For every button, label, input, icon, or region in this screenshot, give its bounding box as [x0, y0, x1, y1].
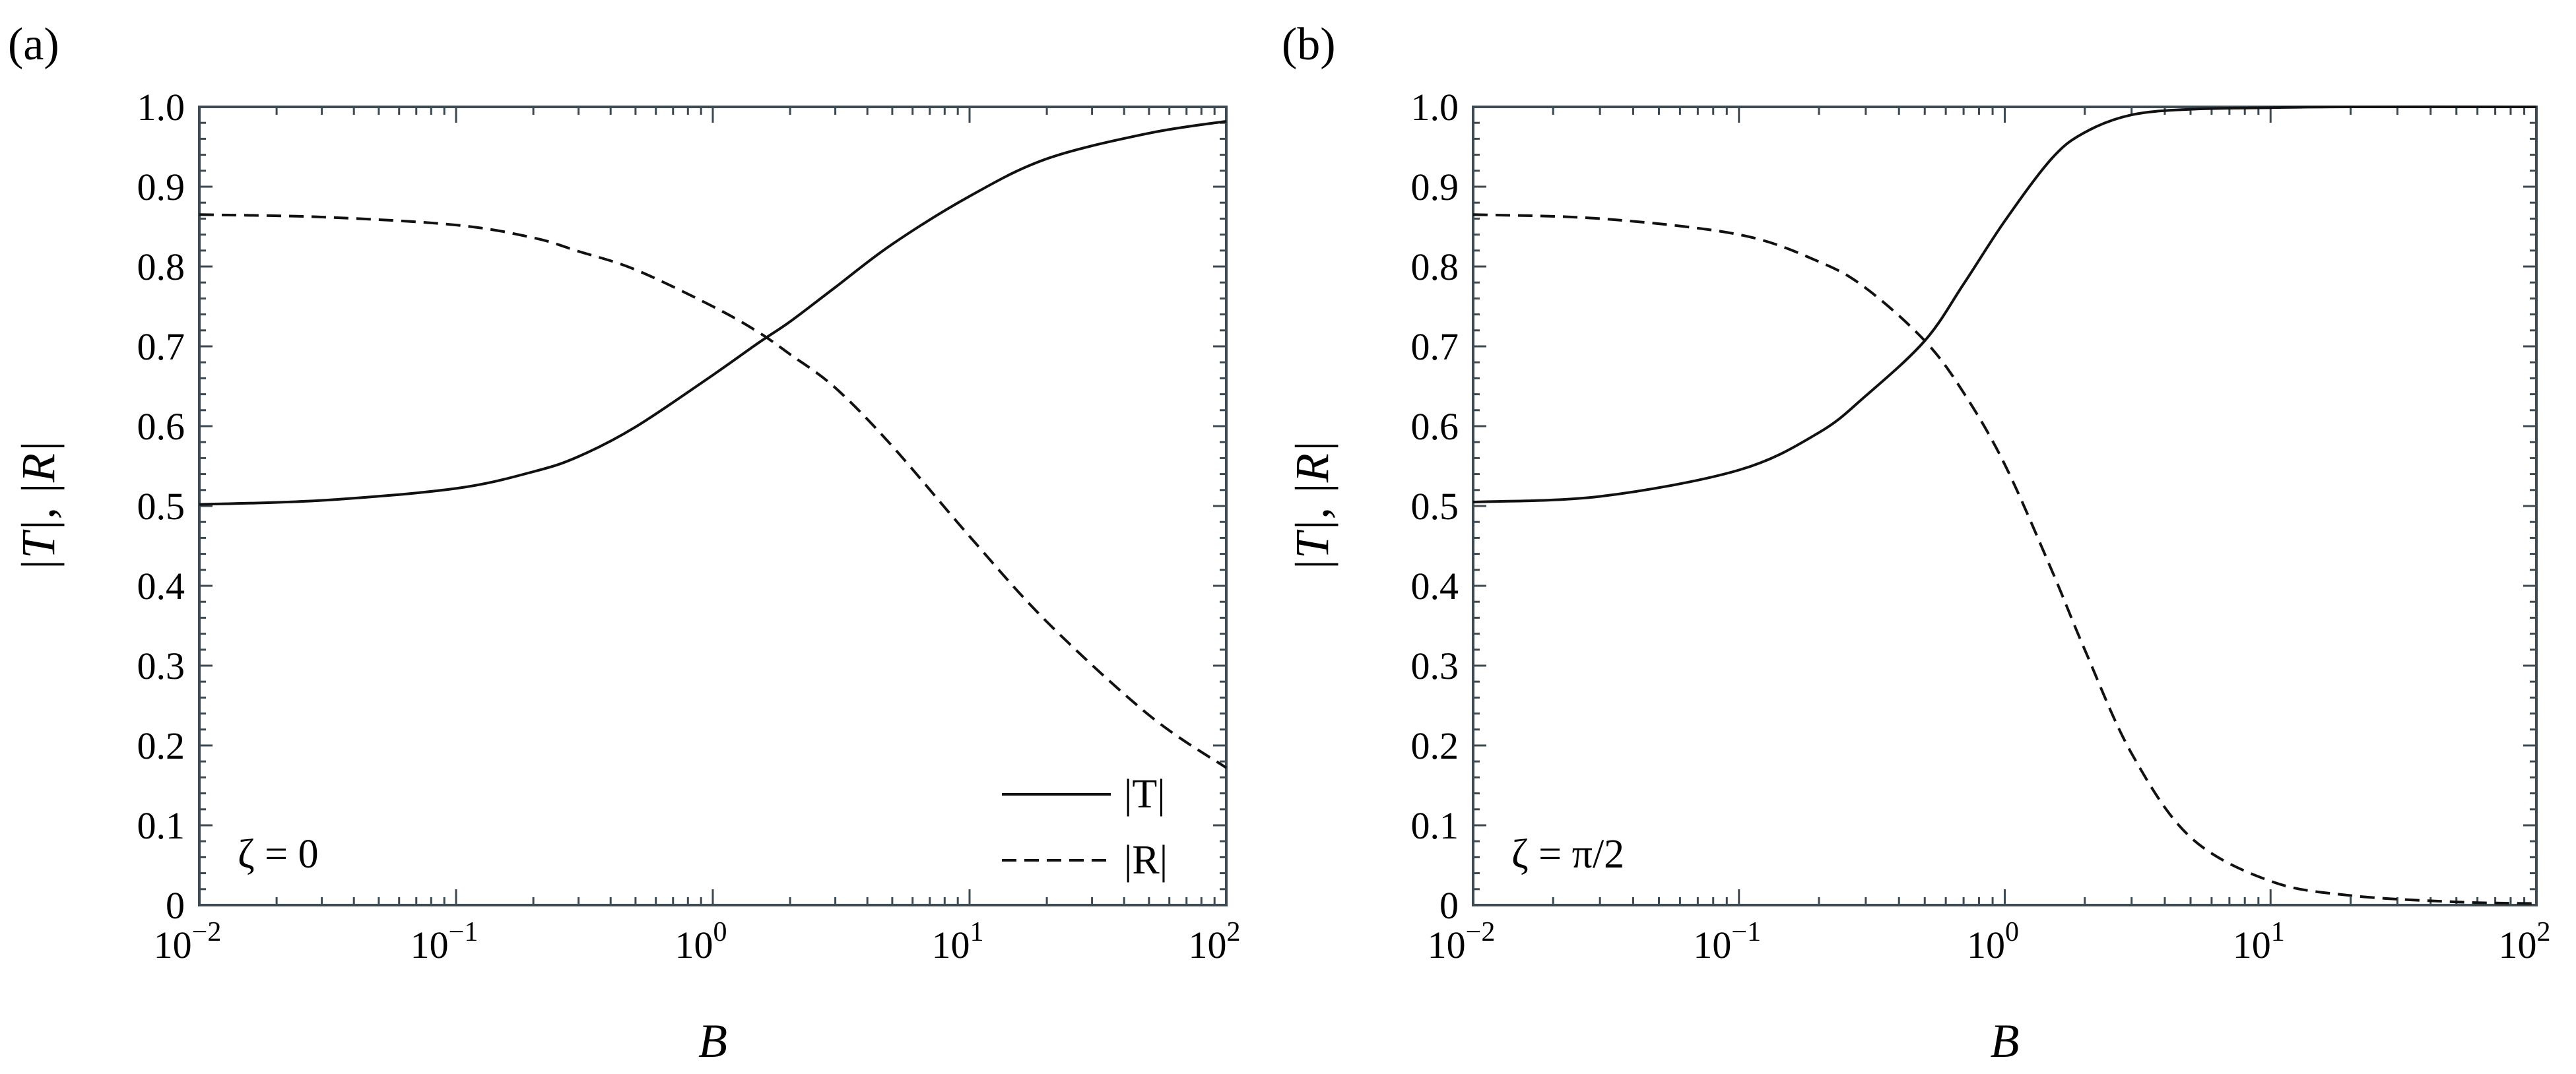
x-axis-title: B [698, 1015, 727, 1067]
zeta-annotation: ζ = 0 [238, 832, 319, 877]
y-tick-label: 0.6 [1411, 405, 1459, 448]
y-tick-label: 0 [166, 884, 185, 927]
x-axis-title: B [1991, 1015, 2020, 1067]
x-tick-exponent: 0 [713, 917, 727, 947]
y-tick-label: 0.3 [1411, 645, 1459, 687]
x-tick-label: 102 [2499, 917, 2551, 966]
y-tick-label: 0.6 [137, 405, 185, 448]
x-tick-exponent: −2 [1466, 917, 1496, 947]
y-axis-title: |T|, |R| [12, 440, 65, 571]
y-tick-label: 0.3 [137, 645, 185, 687]
y-tick-label: 0.1 [1411, 804, 1459, 847]
y-tick-label: 0.4 [137, 565, 185, 608]
y-tick-label: 0.8 [1411, 245, 1459, 288]
x-axis: 10−2 10−1 100 101 102 [154, 107, 1241, 966]
y-axis: 0 0.1 0.2 0.3 0.4 0.5 0.6 0.7 0.8 0.9 1.0 [137, 86, 1226, 927]
x-tick-base: 10 [2233, 924, 2271, 966]
panel-label: (b) [1282, 19, 1336, 70]
y-tick-label: 0.9 [1411, 166, 1459, 208]
y-tick-label: 0.2 [137, 724, 185, 767]
y-tick-label: 1.0 [1411, 86, 1459, 129]
legend: |T| |R| [1002, 772, 1168, 883]
x-tick-base: 10 [1189, 924, 1227, 966]
panel-b: (b)00.10.20.30.40.50.60.70.80.91.010−2 10… [1282, 19, 2551, 1067]
series-line-R [1472, 213, 2537, 905]
x-tick-exponent: 2 [1227, 917, 1241, 947]
x-tick-base: 10 [2499, 924, 2537, 966]
y-tick-label: 0.8 [137, 245, 185, 288]
series-line-T [1472, 105, 2537, 503]
y-tick-label: 0.4 [1411, 565, 1459, 608]
x-tick-exponent: 1 [970, 917, 984, 947]
zeta-annotation: ζ = π/2 [1511, 832, 1624, 877]
x-tick-exponent: −1 [449, 917, 479, 947]
x-tick-exponent: 0 [2005, 917, 2019, 947]
x-tick-base: 10 [1428, 924, 1466, 966]
panel-a: (a)00.10.20.30.40.50.60.70.80.91.010−2 10… [8, 19, 1241, 1067]
x-tick-base: 10 [675, 924, 713, 966]
y-tick-label: 0.7 [1411, 325, 1459, 368]
y-tick-label: 1.0 [137, 86, 185, 129]
x-tick-label: 10−2 [1428, 917, 1496, 966]
legend-label-R: |R| [1124, 838, 1168, 883]
x-tick-label: 101 [932, 917, 984, 966]
x-axis: 10−2 10−1 100 101 102 [1428, 107, 2551, 966]
y-tick-label: 0.5 [1411, 485, 1459, 528]
x-tick-label: 10−1 [411, 917, 479, 966]
series-line-R [199, 213, 1228, 769]
x-tick-label: 100 [675, 917, 727, 966]
x-tick-base: 10 [1693, 924, 1731, 966]
y-tick-label: 0.1 [137, 804, 185, 847]
x-tick-base: 10 [932, 924, 970, 966]
y-tick-label: 0.7 [137, 325, 185, 368]
y-tick-label: 0.5 [137, 485, 185, 528]
y-tick-label: 0.9 [137, 166, 185, 208]
legend-label-T: |T| [1124, 772, 1166, 817]
series-line-T [199, 119, 1227, 506]
x-tick-base: 10 [411, 924, 449, 966]
x-tick-base: 10 [154, 924, 192, 966]
x-tick-label: 10−2 [154, 917, 222, 966]
series-group [199, 119, 1228, 769]
x-tick-label: 102 [1189, 917, 1241, 966]
x-tick-label: 101 [2233, 917, 2285, 966]
x-tick-exponent: −2 [192, 917, 222, 947]
y-axis: 0 0.1 0.2 0.3 0.4 0.5 0.6 0.7 0.8 0.9 1.0 [1411, 86, 2536, 927]
y-tick-label: 0.2 [1411, 724, 1459, 767]
x-tick-exponent: −1 [1731, 917, 1761, 947]
series-group [1472, 105, 2537, 905]
x-tick-label: 10−1 [1693, 917, 1761, 966]
x-tick-exponent: 2 [2537, 917, 2551, 947]
plot-frame [1472, 106, 2538, 906]
x-tick-label: 100 [1967, 917, 2019, 966]
x-tick-exponent: 1 [2271, 917, 2285, 947]
y-tick-label: 0 [1439, 884, 1459, 927]
panel-label: (a) [8, 19, 59, 70]
x-tick-base: 10 [1967, 924, 2005, 966]
y-axis-title: |T|, |R| [1286, 440, 1338, 571]
plot-frame [198, 106, 1228, 906]
